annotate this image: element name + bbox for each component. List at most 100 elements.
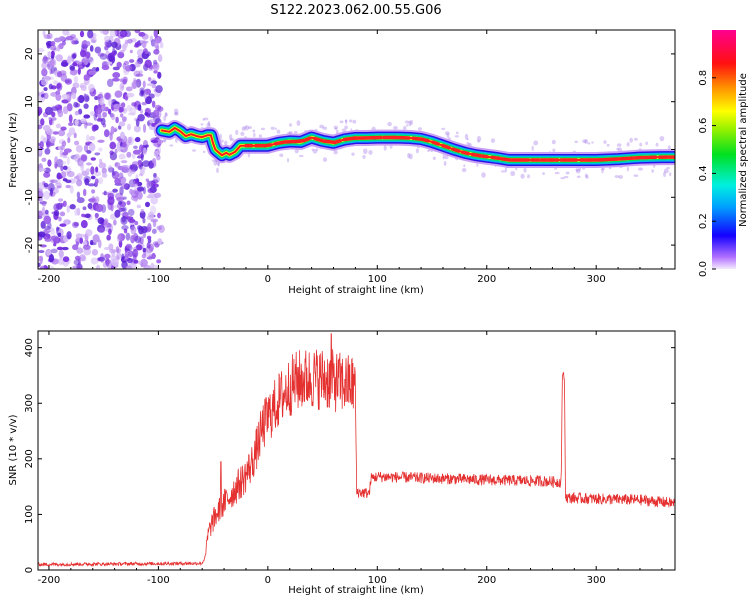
noise-speckle xyxy=(126,257,133,264)
noise-speckle xyxy=(476,163,479,167)
snr-x-tick-label: 0 xyxy=(265,575,271,586)
noise-speckle xyxy=(151,158,157,164)
noise-speckle xyxy=(294,149,299,154)
noise-speckle xyxy=(552,148,556,153)
snr-y-tick-label: 0 xyxy=(24,567,35,573)
noise-speckle xyxy=(122,78,127,85)
noise-speckle xyxy=(57,232,62,238)
noise-speckle xyxy=(158,224,165,233)
spectrogram-x-tick-label: 0 xyxy=(265,274,271,285)
noise-speckle xyxy=(427,149,430,152)
noise-speckle xyxy=(202,150,206,154)
noise-speckle xyxy=(174,112,178,116)
noise-speckle xyxy=(38,124,43,130)
noise-speckle xyxy=(123,60,130,66)
noise-speckle xyxy=(114,209,121,218)
noise-speckle xyxy=(147,188,154,194)
noise-speckle xyxy=(616,147,620,151)
noise-speckle xyxy=(405,124,409,127)
noise-speckle xyxy=(137,260,142,265)
noise-speckle xyxy=(98,227,105,233)
noise-speckle xyxy=(109,152,118,161)
noise-speckle xyxy=(134,220,139,226)
noise-speckle xyxy=(133,125,141,133)
noise-speckle xyxy=(87,30,94,39)
noise-speckle xyxy=(463,164,466,168)
noise-speckle xyxy=(48,83,53,90)
noise-speckle xyxy=(126,92,135,98)
colorbar-tick-label: 0.0 xyxy=(698,261,709,277)
noise-speckle xyxy=(69,34,76,39)
noise-speckle xyxy=(138,70,143,75)
noise-speckle xyxy=(322,157,328,162)
noise-speckle xyxy=(47,182,55,192)
noise-speckle xyxy=(200,123,204,126)
noise-speckle xyxy=(43,92,49,100)
noise-speckle xyxy=(77,67,81,75)
noise-speckle xyxy=(90,36,97,44)
noise-speckle xyxy=(43,87,48,91)
noise-speckle xyxy=(74,207,78,217)
spectrogram-x-tick-label: 100 xyxy=(368,274,387,285)
spectrogram-y-axis-label: Frequency (Hz) xyxy=(8,112,19,188)
snr-x-tick-label: -100 xyxy=(147,575,170,586)
noise-speckle xyxy=(74,110,80,116)
noise-speckle xyxy=(118,146,125,150)
noise-speckle xyxy=(38,146,42,155)
noise-speckle xyxy=(44,226,51,230)
noise-speckle xyxy=(85,229,93,237)
noise-speckle xyxy=(109,56,115,62)
noise-speckle xyxy=(202,118,205,121)
noise-speckle xyxy=(94,46,102,54)
noise-speckle xyxy=(417,127,423,131)
noise-speckle xyxy=(54,156,58,165)
noise-speckle xyxy=(100,253,104,261)
noise-speckle xyxy=(49,179,58,184)
noise-speckle xyxy=(146,195,153,199)
noise-speckle xyxy=(663,168,669,174)
noise-speckle xyxy=(141,33,149,40)
noise-speckle xyxy=(98,162,107,169)
noise-speckle xyxy=(120,102,126,108)
noise-speckle xyxy=(141,253,147,259)
noise-speckle xyxy=(60,165,64,172)
noise-speckle xyxy=(56,71,62,78)
colorbar-gradient xyxy=(712,30,736,269)
noise-speckle xyxy=(616,143,622,147)
noise-speckle xyxy=(79,254,86,262)
noise-speckle xyxy=(59,211,66,217)
noise-speckle xyxy=(312,148,318,154)
noise-speckle xyxy=(134,61,141,68)
noise-speckle xyxy=(124,39,129,45)
noise-speckle xyxy=(49,58,57,68)
noise-speckle xyxy=(404,120,410,124)
noise-speckle xyxy=(119,50,125,54)
noise-speckle xyxy=(79,160,85,168)
ridge-hot-segment xyxy=(480,154,489,159)
noise-speckle xyxy=(132,149,141,155)
noise-speckle xyxy=(150,139,159,143)
noise-speckle xyxy=(65,179,72,184)
noise-speckle xyxy=(441,127,446,130)
noise-speckle xyxy=(153,70,158,74)
noise-speckle xyxy=(85,122,94,126)
noise-speckle xyxy=(83,103,89,109)
noise-speckle xyxy=(124,250,130,258)
noise-speckle xyxy=(83,175,91,183)
noise-speckle xyxy=(151,252,156,260)
spectrogram-x-tick-label: 300 xyxy=(587,274,606,285)
noise-speckle xyxy=(137,104,142,111)
noise-speckle xyxy=(55,226,60,232)
noise-speckle xyxy=(247,153,250,158)
noise-speckle xyxy=(629,137,633,143)
noise-speckle xyxy=(82,244,91,250)
noise-speckle xyxy=(88,83,95,93)
noise-speckle xyxy=(142,80,146,88)
noise-speckle xyxy=(174,111,179,116)
noise-speckle xyxy=(348,119,353,123)
noise-speckle xyxy=(84,213,91,218)
noise-speckle xyxy=(296,120,301,126)
noise-speckle xyxy=(90,166,95,175)
noise-speckle xyxy=(52,131,59,135)
noise-speckle xyxy=(38,255,44,262)
